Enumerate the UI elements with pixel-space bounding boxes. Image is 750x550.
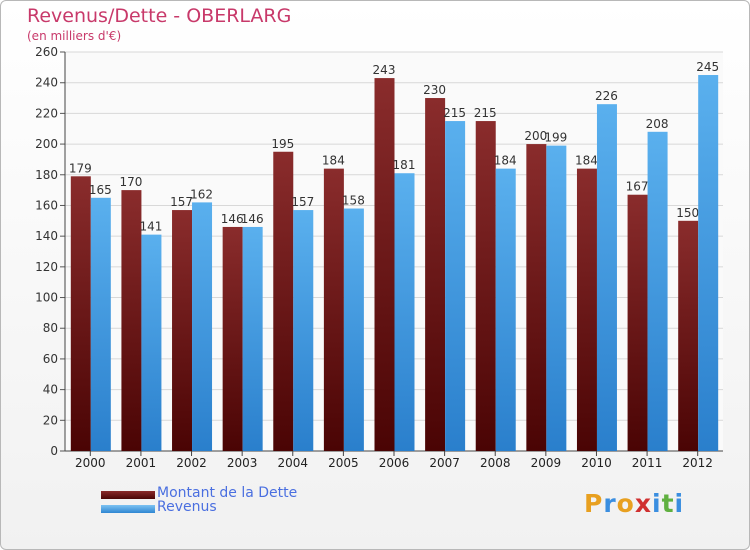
bar-revenus: [698, 75, 719, 452]
data-label: 184: [322, 154, 345, 168]
x-tick-label: 2001: [126, 456, 157, 470]
y-tick-label: 60: [43, 352, 58, 366]
bar-dette: [526, 144, 547, 452]
data-label: 230: [423, 83, 446, 97]
data-label: 184: [575, 154, 598, 168]
y-tick-label: 20: [43, 413, 58, 427]
bar-revenus: [445, 121, 466, 452]
data-label: 165: [89, 183, 112, 197]
data-label: 158: [342, 194, 365, 208]
data-label: 184: [494, 154, 517, 168]
data-label: 199: [544, 131, 567, 145]
bar-dette: [678, 220, 699, 451]
data-label: 208: [646, 117, 669, 131]
data-label: 215: [474, 106, 497, 120]
bar-revenus: [242, 226, 263, 451]
x-tick-label: 2004: [277, 456, 308, 470]
y-tick-label: 120: [35, 260, 58, 274]
bar-dette: [121, 190, 142, 451]
data-label: 167: [626, 180, 649, 194]
bar-revenus: [546, 145, 567, 451]
chart-title: Revenus/Dette - OBERLARG: [27, 5, 292, 27]
y-tick-label: 100: [35, 291, 58, 305]
legend-swatch-dette: [101, 491, 155, 499]
data-label: 226: [595, 89, 618, 103]
y-tick-label: 40: [43, 383, 58, 397]
y-tick-label: 220: [35, 106, 58, 120]
bar-revenus: [192, 202, 213, 451]
data-label: 215: [443, 106, 466, 120]
data-label: 162: [190, 187, 213, 201]
bar-dette: [475, 121, 496, 452]
y-tick-label: 180: [35, 168, 58, 182]
x-tick-label: 2011: [632, 456, 663, 470]
x-tick-label: 2007: [429, 456, 460, 470]
data-label: 146: [221, 212, 244, 226]
data-label: 170: [119, 175, 142, 189]
chart-subtitle: (en milliers d'€): [27, 29, 122, 43]
data-label: 141: [139, 220, 162, 234]
bar-revenus: [596, 104, 617, 451]
x-tick-label: 2008: [480, 456, 511, 470]
bar-dette: [323, 168, 344, 451]
x-tick-label: 2003: [227, 456, 258, 470]
x-tick-label: 2005: [328, 456, 359, 470]
data-label: 179: [69, 161, 92, 175]
bar-revenus: [343, 208, 364, 451]
data-label: 157: [291, 195, 314, 209]
legend-swatch-revenus: [101, 505, 155, 513]
bar-dette: [374, 78, 395, 451]
bar-revenus: [293, 210, 314, 451]
bar-dette: [172, 210, 193, 451]
bar-dette: [627, 194, 648, 451]
bar-dette: [273, 151, 294, 451]
bar-revenus: [495, 168, 516, 451]
y-tick-label: 80: [43, 321, 58, 335]
data-label: 146: [241, 212, 264, 226]
bar-revenus: [394, 173, 415, 451]
data-label: 245: [696, 60, 719, 74]
data-label: 150: [676, 206, 699, 220]
y-tick-label: 0: [50, 444, 58, 458]
bar-dette: [70, 176, 91, 452]
x-tick-label: 2012: [682, 456, 713, 470]
proxiti-logo: Proxiti: [584, 489, 685, 518]
legend-label-revenus: Revenus: [157, 499, 217, 515]
data-label: 195: [271, 137, 294, 151]
x-tick-label: 2002: [176, 456, 207, 470]
y-tick-label: 200: [35, 137, 58, 151]
x-tick-label: 2000: [75, 456, 106, 470]
bar-revenus: [90, 197, 111, 451]
x-tick-label: 2009: [531, 456, 562, 470]
bar-dette: [576, 168, 597, 451]
y-tick-label: 240: [35, 76, 58, 90]
y-tick-label: 160: [35, 198, 58, 212]
bar-revenus: [647, 131, 668, 452]
data-label: 181: [393, 158, 416, 172]
data-label: 157: [170, 195, 193, 209]
legend-label-dette: Montant de la Dette: [157, 485, 298, 501]
x-tick-label: 2010: [581, 456, 612, 470]
data-label: 200: [524, 129, 547, 143]
y-tick-label: 140: [35, 229, 58, 243]
bar-dette: [425, 98, 446, 452]
bar-dette: [222, 226, 243, 451]
y-tick-label: 260: [35, 45, 58, 59]
bar-revenus: [141, 234, 162, 451]
x-tick-label: 2006: [379, 456, 410, 470]
data-label: 243: [373, 63, 396, 77]
